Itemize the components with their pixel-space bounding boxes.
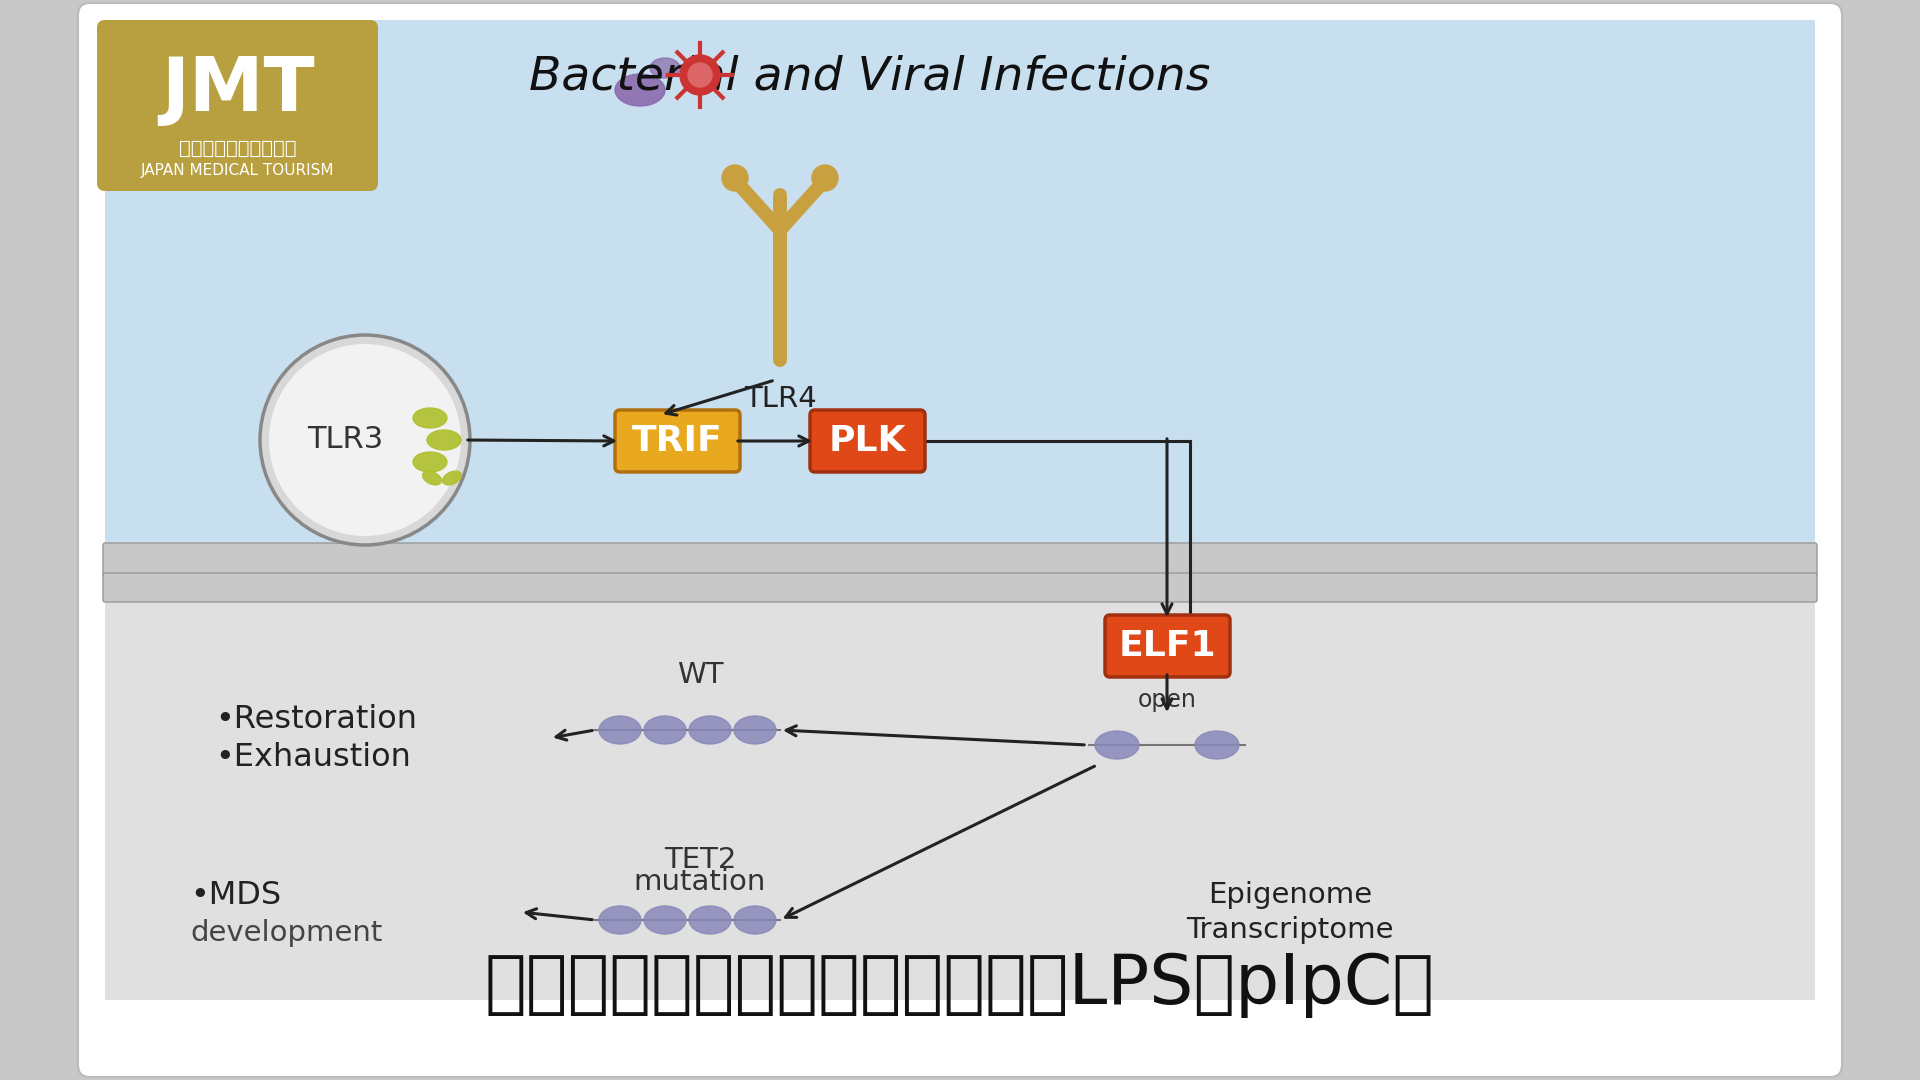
Text: •MDS: •MDS bbox=[190, 879, 280, 910]
Text: •Exhaustion: •Exhaustion bbox=[215, 743, 411, 773]
Text: ELF1: ELF1 bbox=[1117, 629, 1215, 663]
Circle shape bbox=[722, 165, 749, 191]
Text: WT: WT bbox=[676, 661, 724, 689]
Text: mutation: mutation bbox=[634, 868, 766, 896]
Ellipse shape bbox=[689, 906, 732, 934]
Ellipse shape bbox=[1094, 731, 1139, 759]
Text: Bacterial and Viral Infections: Bacterial and Viral Infections bbox=[530, 55, 1212, 100]
Ellipse shape bbox=[413, 408, 447, 428]
Text: JMT: JMT bbox=[161, 54, 315, 126]
FancyBboxPatch shape bbox=[104, 543, 1816, 577]
Circle shape bbox=[680, 55, 720, 95]
Text: PLK: PLK bbox=[828, 424, 906, 458]
FancyBboxPatch shape bbox=[104, 573, 1816, 602]
Text: 日本医療観光株式会社: 日本医療観光株式会社 bbox=[179, 138, 298, 158]
Circle shape bbox=[269, 345, 461, 536]
Ellipse shape bbox=[689, 716, 732, 744]
Text: 在暴露于病毒和细菌来源的产物LPS和pIpC后: 在暴露于病毒和细菌来源的产物LPS和pIpC后 bbox=[486, 951, 1434, 1018]
Text: •Restoration: •Restoration bbox=[215, 704, 417, 735]
Text: Transcriptome: Transcriptome bbox=[1187, 916, 1394, 944]
Circle shape bbox=[687, 63, 712, 87]
FancyBboxPatch shape bbox=[810, 410, 925, 472]
Ellipse shape bbox=[643, 906, 685, 934]
Ellipse shape bbox=[599, 906, 641, 934]
Ellipse shape bbox=[599, 716, 641, 744]
FancyBboxPatch shape bbox=[79, 3, 1841, 1077]
Ellipse shape bbox=[643, 716, 685, 744]
Text: Epigenome: Epigenome bbox=[1208, 881, 1373, 909]
FancyBboxPatch shape bbox=[98, 21, 378, 191]
Ellipse shape bbox=[422, 471, 442, 485]
Text: TLR3: TLR3 bbox=[307, 426, 384, 455]
Ellipse shape bbox=[1194, 731, 1238, 759]
Ellipse shape bbox=[444, 471, 461, 485]
Ellipse shape bbox=[651, 58, 680, 78]
Ellipse shape bbox=[733, 716, 776, 744]
Ellipse shape bbox=[426, 430, 461, 450]
Text: TRIF: TRIF bbox=[632, 424, 722, 458]
Bar bbox=[106, 570, 1814, 1000]
Text: open: open bbox=[1137, 688, 1196, 712]
Ellipse shape bbox=[733, 906, 776, 934]
Text: development: development bbox=[190, 919, 382, 947]
Text: JAPAN MEDICAL TOURISM: JAPAN MEDICAL TOURISM bbox=[142, 162, 334, 177]
Circle shape bbox=[259, 335, 470, 545]
Text: TET2: TET2 bbox=[664, 846, 735, 874]
Bar bbox=[106, 21, 1814, 550]
FancyBboxPatch shape bbox=[614, 410, 739, 472]
Circle shape bbox=[812, 165, 837, 191]
Ellipse shape bbox=[413, 453, 447, 472]
Text: TLR4: TLR4 bbox=[743, 384, 816, 413]
FancyBboxPatch shape bbox=[1106, 615, 1231, 677]
Ellipse shape bbox=[614, 75, 664, 106]
